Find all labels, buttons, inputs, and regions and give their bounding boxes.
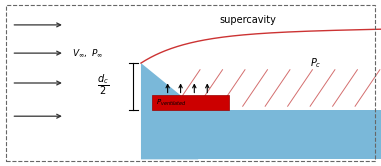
Text: $P_c$: $P_c$ xyxy=(311,56,322,70)
Text: supercavity: supercavity xyxy=(219,15,276,25)
Text: $P_{ventilated}$: $P_{ventilated}$ xyxy=(156,98,187,108)
Polygon shape xyxy=(198,110,381,159)
Polygon shape xyxy=(141,63,198,159)
Text: $\dfrac{d_c}{2}$: $\dfrac{d_c}{2}$ xyxy=(97,72,109,97)
Bar xyxy=(152,95,229,110)
Text: $V_{\infty},\ P_{\infty}$: $V_{\infty},\ P_{\infty}$ xyxy=(72,47,104,59)
